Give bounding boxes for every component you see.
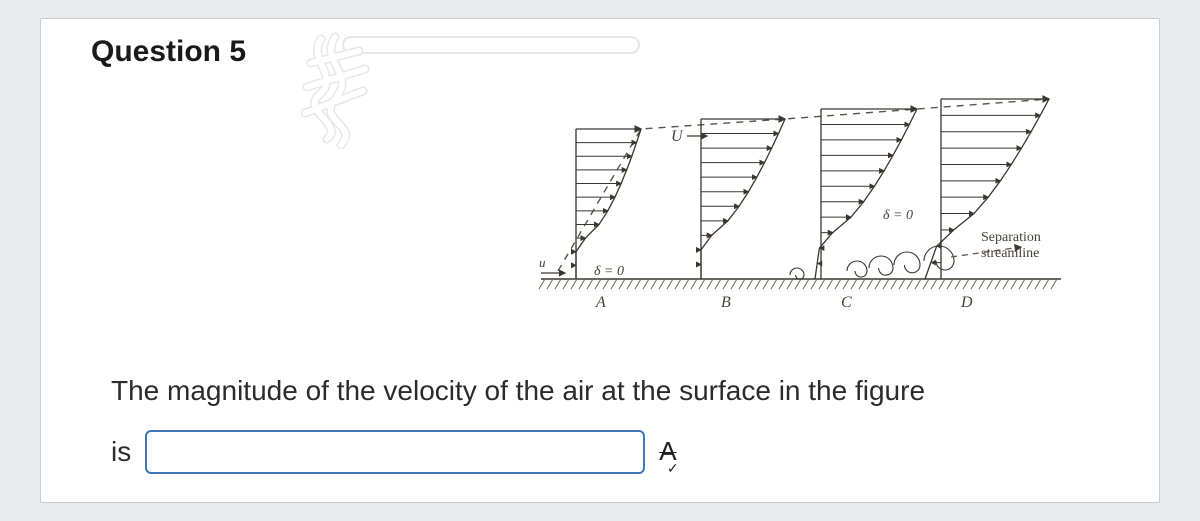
question-prompt: The magnitude of the velocity of the air… [111, 369, 1089, 475]
is-label: is [111, 430, 131, 475]
svg-text:U: U [671, 128, 684, 145]
question-title: Question 5 [91, 35, 246, 69]
svg-text:u: u [539, 255, 546, 270]
ai-check-icon: A [659, 431, 676, 473]
svg-text:δ = 0: δ = 0 [594, 264, 624, 279]
svg-text:Separation: Separation [981, 230, 1041, 245]
svg-text:δ = 0: δ = 0 [883, 208, 913, 223]
answer-input[interactable] [145, 430, 645, 474]
svg-text:C: C [841, 294, 852, 311]
prompt-text: The magnitude of the velocity of the air… [111, 375, 925, 406]
svg-text:A: A [595, 294, 606, 311]
svg-text:streamline: streamline [981, 246, 1039, 261]
svg-text:B: B [721, 294, 731, 311]
question-inner: Question 5 Uδ = 0 δ = 0 A B C Du Separationstr… [81, 29, 1119, 492]
boundary-layer-diagram: Uδ = 0 δ = 0 A B C Du Separationstreamline [521, 69, 1081, 329]
answer-row: is A [111, 430, 1089, 475]
svg-text:D: D [960, 294, 973, 311]
question-card: Question 5 Uδ = 0 δ = 0 A B C Du Separationstr… [40, 18, 1160, 503]
